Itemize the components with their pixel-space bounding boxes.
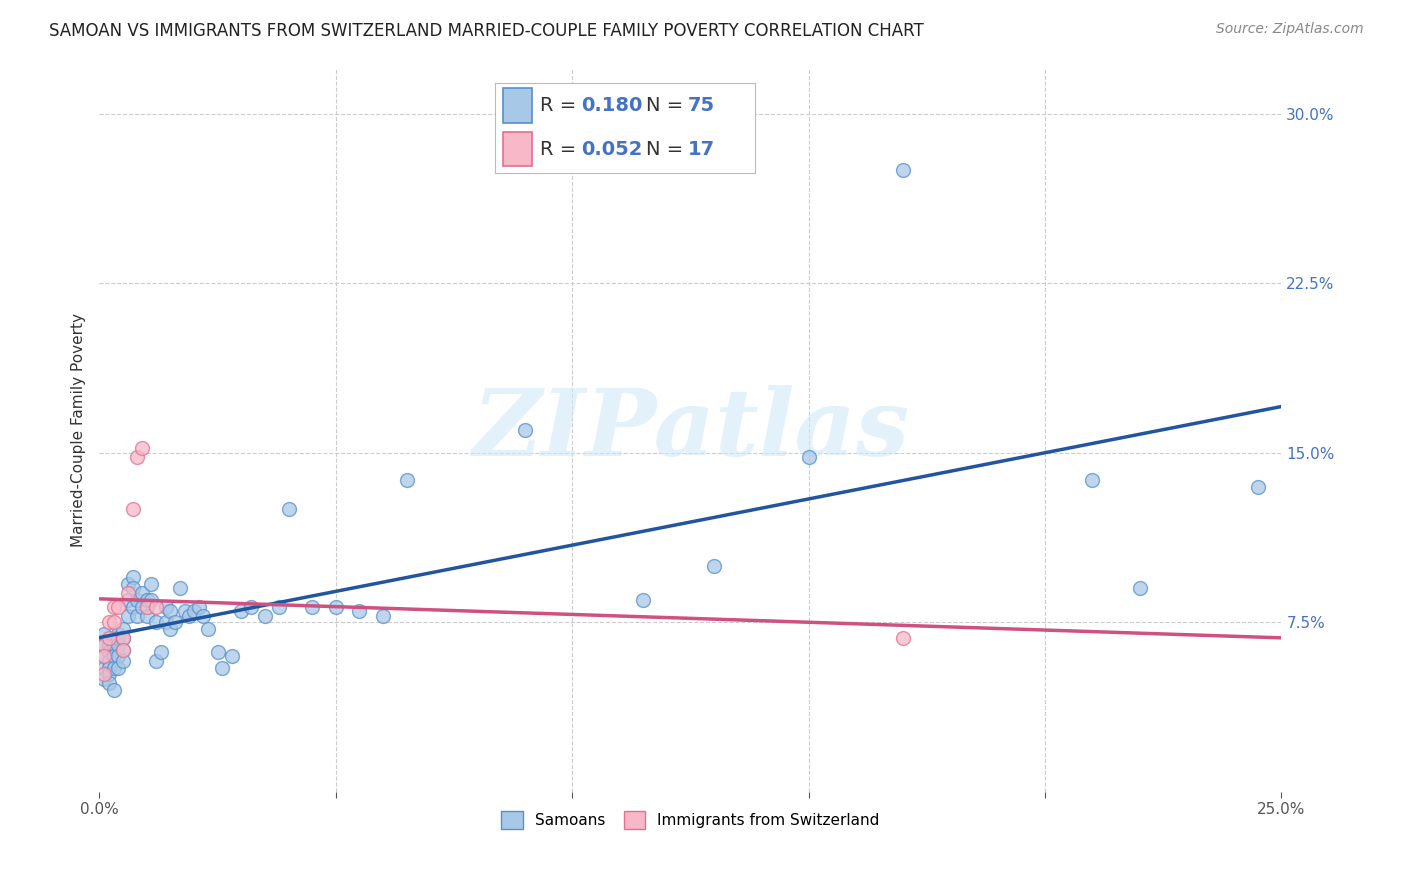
Point [107, 649, 129, 664]
Point [112, 632, 135, 646]
Point [891, 163, 914, 178]
Point [112, 654, 135, 668]
Point [107, 632, 129, 646]
Point [193, 608, 215, 623]
Point [97, 645, 120, 659]
Point [127, 450, 149, 465]
Point [131, 442, 153, 456]
Point [141, 577, 163, 591]
Point [1247, 480, 1270, 494]
Point [145, 599, 167, 614]
Point [121, 582, 143, 596]
Point [173, 604, 195, 618]
Point [97, 676, 120, 690]
Point [221, 649, 243, 664]
Point [93, 667, 115, 681]
Point [349, 604, 371, 618]
Point [112, 632, 135, 646]
Point [155, 615, 177, 630]
Point [117, 577, 139, 591]
Point [371, 608, 394, 623]
Point [179, 608, 201, 623]
Point [93, 638, 115, 652]
Point [97, 632, 120, 646]
Point [103, 615, 125, 630]
Point [127, 608, 149, 623]
Legend: Samoans, Immigrants from Switzerland: Samoans, Immigrants from Switzerland [495, 805, 886, 835]
Point [1081, 473, 1104, 487]
Point [155, 599, 177, 614]
Point [211, 660, 233, 674]
Point [131, 599, 153, 614]
Point [187, 599, 209, 614]
Point [231, 604, 253, 618]
Point [103, 649, 125, 664]
Point [117, 586, 139, 600]
Point [107, 660, 129, 674]
Point [97, 654, 120, 668]
Point [107, 626, 129, 640]
Point [112, 642, 135, 657]
Point [269, 599, 291, 614]
Point [239, 599, 262, 614]
Point [117, 608, 139, 623]
Point [159, 604, 181, 618]
Point [1129, 582, 1152, 596]
Point [103, 660, 125, 674]
Point [145, 615, 167, 630]
Point [97, 667, 120, 681]
Point [183, 604, 205, 618]
Point [395, 473, 418, 487]
Point [112, 642, 135, 657]
Point [93, 672, 115, 686]
Point [149, 645, 172, 659]
Point [93, 649, 115, 664]
Point [121, 570, 143, 584]
Point [97, 638, 120, 652]
Text: ZIPatlas: ZIPatlas [472, 385, 908, 475]
Point [301, 599, 323, 614]
Point [93, 660, 115, 674]
Point [325, 599, 347, 614]
Point [103, 683, 125, 698]
Point [141, 592, 163, 607]
Point [169, 582, 191, 596]
Point [631, 592, 654, 607]
Point [103, 599, 125, 614]
Point [97, 615, 120, 630]
Point [277, 502, 299, 516]
Point [103, 638, 125, 652]
Point [121, 599, 143, 614]
Point [135, 608, 157, 623]
Point [165, 615, 187, 630]
Y-axis label: Married-Couple Family Poverty: Married-Couple Family Poverty [72, 313, 86, 547]
Point [135, 599, 157, 614]
Point [891, 632, 914, 646]
Point [797, 450, 820, 465]
Point [207, 645, 229, 659]
Point [121, 502, 143, 516]
Point [107, 638, 129, 652]
Point [703, 558, 725, 573]
Point [127, 592, 149, 607]
Point [93, 626, 115, 640]
Point [103, 632, 125, 646]
Point [112, 622, 135, 636]
Point [93, 649, 115, 664]
Point [107, 599, 129, 614]
Point [197, 622, 219, 636]
Point [117, 592, 139, 607]
Point [253, 608, 276, 623]
Point [97, 660, 120, 674]
Point [513, 423, 536, 437]
Point [135, 592, 157, 607]
Text: SAMOAN VS IMMIGRANTS FROM SWITZERLAND MARRIED-COUPLE FAMILY POVERTY CORRELATION : SAMOAN VS IMMIGRANTS FROM SWITZERLAND MA… [49, 22, 924, 40]
Point [145, 654, 167, 668]
Point [93, 638, 115, 652]
Point [159, 622, 181, 636]
Point [131, 586, 153, 600]
Text: Source: ZipAtlas.com: Source: ZipAtlas.com [1216, 22, 1364, 37]
